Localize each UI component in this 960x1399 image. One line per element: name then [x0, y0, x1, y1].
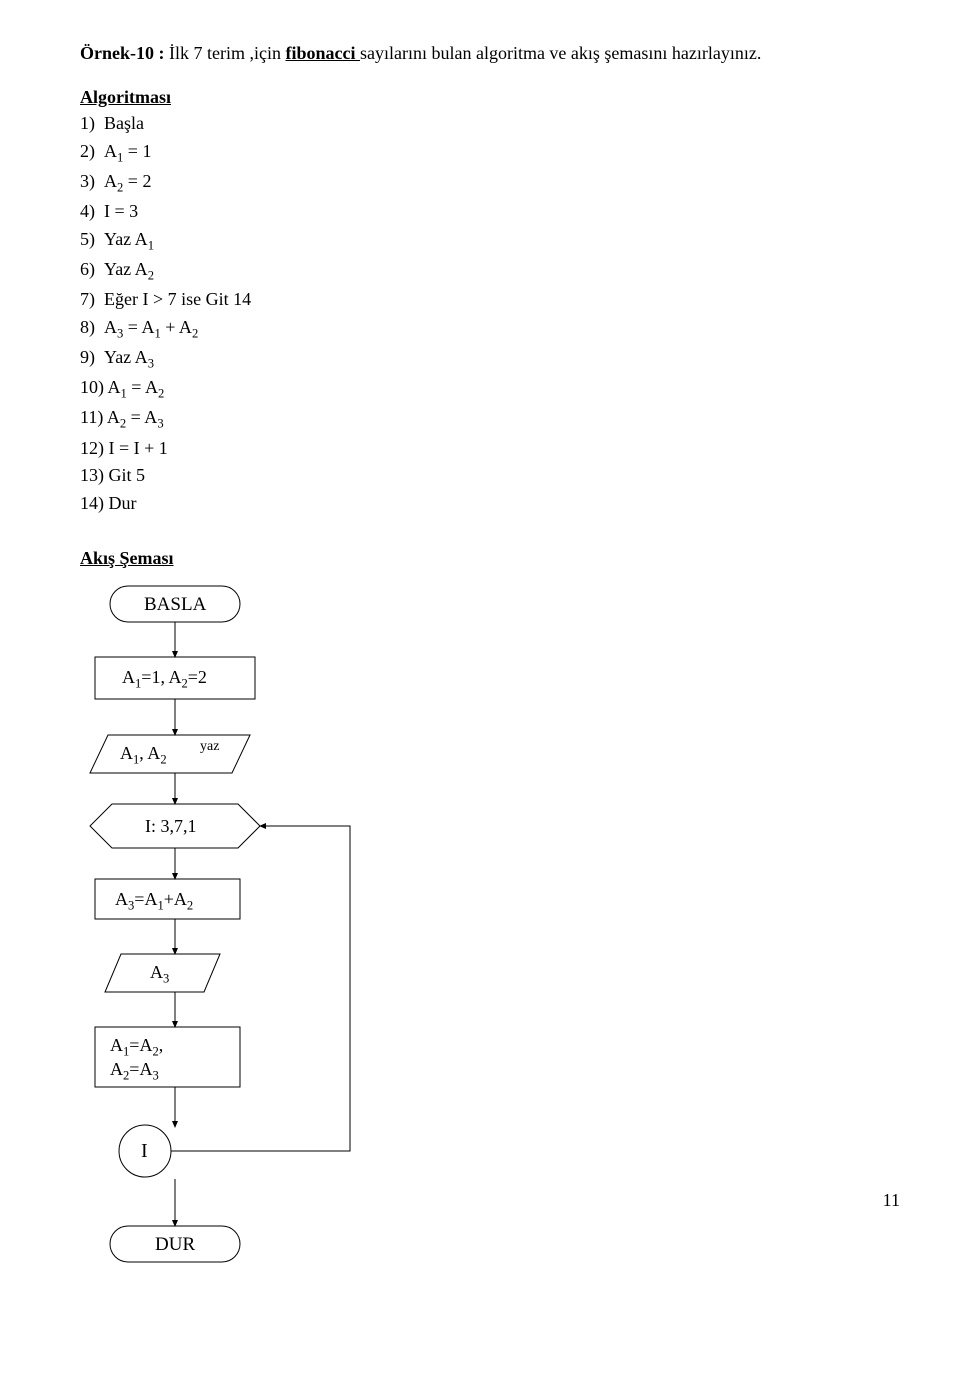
flow-label: A1=1, A2=2 — [122, 667, 207, 692]
flow-label: I: 3,7,1 — [145, 816, 197, 837]
flow-label: I — [141, 1140, 148, 1163]
algorithm-step: 12) I = I + 1 — [80, 435, 880, 463]
algorithm-step: 3) A2 = 2 — [80, 168, 880, 198]
flow-label: A2=A3 — [110, 1059, 159, 1084]
algorithm-step: 5) Yaz A1 — [80, 226, 880, 256]
algorithm-step: 2) A1 = 1 — [80, 138, 880, 168]
algorithm-heading: Algoritması — [80, 87, 880, 108]
example-title: Örnek-10 : İlk 7 terim ,için fibonacci s… — [80, 40, 880, 67]
flowchart-svg — [80, 579, 480, 1359]
flowchart: BASLA A1=1, A2=2 A1, A2 yaz I: 3,7,1 A3=A1+A2… — [80, 579, 480, 1359]
algorithm-step: 13) Git 5 — [80, 462, 880, 490]
algorithm-step: 8) A3 = A1 + A2 — [80, 314, 880, 344]
flowchart-heading: Akış Şeması — [80, 548, 880, 569]
flow-label: yaz — [200, 739, 219, 755]
flow-label: A3 — [150, 962, 169, 987]
algorithm-step: 11) A2 = A3 — [80, 404, 880, 434]
algorithm-step: 10) A1 = A2 — [80, 374, 880, 404]
algorithm-step: 9) Yaz A3 — [80, 344, 880, 374]
flow-label: A1, A2 — [120, 743, 167, 768]
flow-label: A3=A1+A2 — [115, 889, 193, 914]
flow-label: A1=A2, — [110, 1035, 163, 1060]
algorithm-steps: 1) Başla2) A1 = 13) A2 = 24) I = 35) Yaz… — [80, 110, 880, 518]
algorithm-step: 6) Yaz A2 — [80, 256, 880, 286]
algorithm-step: 4) I = 3 — [80, 198, 880, 226]
title-mid1: İlk 7 terim ,için — [165, 43, 286, 63]
title-mid2: sayılarını bulan algoritma ve akış şemas… — [360, 43, 761, 63]
algorithm-step: 1) Başla — [80, 110, 880, 138]
algorithm-step: 7) Eğer I > 7 ise Git 14 — [80, 286, 880, 314]
title-underline: fibonacci — [285, 43, 360, 63]
flow-label: BASLA — [144, 594, 206, 616]
flow-label: DUR — [155, 1234, 195, 1256]
title-prefix: Örnek-10 : — [80, 43, 165, 63]
page-number: 11 — [883, 1190, 900, 1211]
algorithm-step: 14) Dur — [80, 490, 880, 518]
